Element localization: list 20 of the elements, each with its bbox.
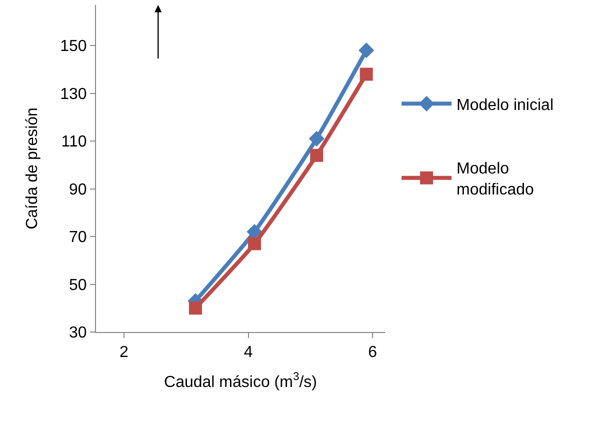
y-tick-label: 90 — [69, 181, 87, 198]
x-axis-title: Caudal másico (m$^{3}$/s) — [164, 371, 317, 391]
y-tick-label: 110 — [61, 134, 87, 151]
x-tick-label: 4 — [244, 344, 253, 362]
point — [248, 237, 261, 250]
y-tick-label: 50 — [69, 276, 87, 294]
x-tick-label: 6 — [368, 344, 378, 362]
y-tick-label: 70 — [69, 229, 87, 246]
y-tick-label: 30 — [69, 324, 87, 342]
y-tick-label: 150 — [60, 38, 87, 56]
point — [360, 68, 373, 81]
legend-label: Modelo inicial — [456, 96, 554, 114]
point — [358, 42, 374, 58]
legend-label: Modelo modificado — [456, 160, 534, 198]
x-tick-label: 2 — [120, 344, 129, 362]
y-axis-title: Caída de presión — [24, 108, 41, 230]
point — [188, 302, 202, 315]
point — [308, 130, 324, 146]
point — [310, 148, 324, 162]
y-tick-label: 130 — [60, 86, 87, 103]
